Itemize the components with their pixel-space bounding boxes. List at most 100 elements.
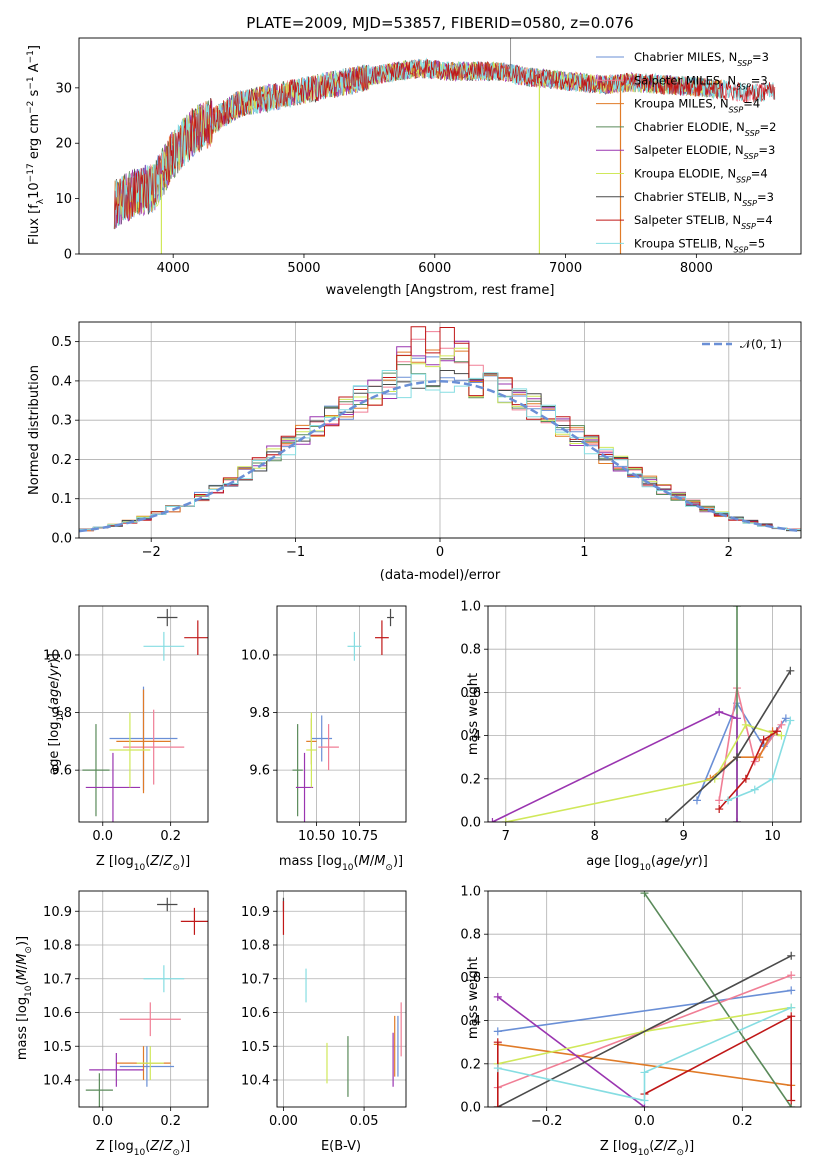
spectrum-title: PLATE=2009, MJD=53857, FIBERID=0580, z=0… [246, 14, 633, 32]
x-tick-label: 2 [725, 545, 733, 560]
weight-point-marker [493, 1027, 502, 1036]
weight-series-line [497, 955, 792, 1107]
weight-point-marker [710, 774, 719, 783]
axes-frame [487, 890, 802, 1108]
legend-entry: Chabrier ELODIE, NSSP=2 [634, 120, 776, 138]
legend-entry: Chabrier STELIB, NSSP=3 [634, 190, 774, 208]
plot-area [85, 897, 208, 1107]
y-tick-label: 0.4 [51, 374, 72, 389]
weight-series-line [497, 989, 792, 1033]
x-tick-label: 10 [764, 829, 781, 844]
weight-series-line [497, 1043, 792, 1087]
plot-area [292, 608, 394, 822]
legend-entry: Kroupa STELIB, NSSP=5 [634, 236, 765, 254]
weight-point-marker [724, 796, 733, 805]
y-tick-label: 10.6 [241, 1006, 270, 1021]
weight-point-marker [501, 818, 510, 822]
y-tick-label: 10.5 [241, 1040, 270, 1055]
x-tick-label: 7 [502, 829, 510, 844]
weight-series-line [709, 730, 774, 780]
weight-point-marker [493, 992, 502, 1001]
weight-point-marker [493, 1038, 502, 1047]
y-tick-label: 10.5 [43, 1040, 72, 1055]
x-tick-label: 0.2 [160, 829, 181, 844]
weight-point-marker [741, 720, 750, 729]
y-tick-label: 9.8 [51, 706, 72, 721]
weight-point-marker [759, 735, 768, 744]
x-tick-label: 8 [591, 829, 599, 844]
x-tick-label: 8000 [680, 261, 713, 276]
y-tick-label: 9.6 [51, 764, 72, 779]
axes-frame [78, 37, 802, 255]
axes-frame [487, 605, 802, 823]
x-tick-label: 5000 [287, 261, 320, 276]
weight-point-marker [493, 1064, 502, 1073]
weight-point-marker [787, 1012, 796, 1021]
histogram-ylabel: Normed distribution [27, 365, 42, 495]
x-tick-label: 0.2 [732, 1114, 753, 1129]
axes-frame [276, 605, 407, 823]
y-tick-label: 10.0 [43, 648, 72, 663]
weight-point-marker [787, 1096, 796, 1105]
mass-vs-extinction-panel: 0.00 0.05 10.4 10.5 10.6 10.7 10.8 10.9 [241, 890, 407, 1129]
weight-point-marker [640, 1068, 649, 1077]
plot-area [113, 38, 776, 254]
x-tick-label: 7000 [549, 261, 582, 276]
y-tick-label: 0.8 [460, 928, 481, 943]
age-z-xlabel: Z [log10(Z/Z⊙)] [96, 854, 190, 873]
x-tick-label: 0.0 [92, 829, 113, 844]
weight-z-ylabel: mass weight [466, 957, 481, 1039]
weight-point-marker [715, 796, 724, 805]
weight-point-marker [787, 1003, 796, 1012]
weight-vs-age-panel: 7 8 9 10 0.0 0.2 0.4 0.6 0.8 1.0 [460, 600, 802, 844]
y-tick-label: 1.0 [460, 885, 481, 900]
x-tick-label: 6000 [418, 261, 451, 276]
x-tick-label: −0.2 [531, 1114, 563, 1129]
weight-z-xlabel: Z [log10(Z/Z⊙)] [600, 1139, 694, 1158]
x-tick-label: 0.05 [350, 1114, 379, 1129]
normal-legend-label: 𝒩(0, 1) [740, 337, 782, 351]
y-tick-label: 10.6 [43, 1006, 72, 1021]
spectrum-ylabel: Flux [fλ10−17 erg cm−2 s−1 A−1] [26, 45, 46, 245]
y-tick-label: 0.0 [51, 532, 72, 547]
y-tick-label: 30 [55, 81, 72, 96]
x-tick-label: 4000 [157, 261, 190, 276]
weight-point-marker [732, 714, 741, 723]
weight-point-marker [640, 891, 649, 898]
weight-age-xlabel: age [log10(age/yr)] [586, 854, 708, 873]
y-tick-label: 10.8 [43, 939, 72, 954]
weight-series-line [718, 730, 778, 810]
y-tick-label: 0.3 [51, 414, 72, 429]
axes-frame [78, 321, 802, 539]
axes-frame [276, 890, 407, 1108]
weight-point-marker [750, 785, 759, 794]
y-tick-label: 0.6 [460, 971, 481, 986]
y-tick-label: 0.2 [51, 453, 72, 468]
y-tick-label: 9.6 [249, 764, 270, 779]
mass-z-ylabel: mass [log10(M/M⊙)] [15, 936, 34, 1060]
weight-series-line [497, 1006, 792, 1102]
residual-histogram-panel: −2 −1 0 1 2 0.0 0.1 0.2 0.3 0.4 0.5 𝒩(0, 1) (data-m… [27, 321, 802, 583]
weight-series-line [727, 720, 792, 802]
y-tick-label: 10.4 [43, 1074, 72, 1089]
weight-point-marker [777, 720, 786, 729]
legend-entry: Kroupa MILES, NSSP=4 [634, 97, 760, 115]
x-tick-label: 0.00 [269, 1114, 298, 1129]
plot-area [82, 608, 208, 822]
weight-point-marker [787, 986, 796, 995]
weight-point-marker [786, 716, 795, 725]
weight-point-marker [640, 1096, 649, 1105]
spectrum-legend: Chabrier MILES, NSSP=3 Salpeter MILES, NS… [596, 50, 776, 254]
weight-point-marker [772, 727, 781, 736]
weight-point-marker [488, 818, 497, 822]
x-tick-label: −1 [286, 545, 305, 560]
y-tick-label: 10.7 [241, 972, 270, 987]
weight-series-line [643, 892, 792, 1107]
plot-area [79, 326, 801, 533]
weight-series-line [718, 687, 783, 801]
age-z-ylabel: age [log10(age/yr)] [47, 653, 66, 775]
y-tick-label: 0.2 [460, 1057, 481, 1072]
weight-point-marker [732, 753, 741, 762]
spectrum-xlabel: wavelength [Angstrom, rest frame] [326, 283, 555, 298]
